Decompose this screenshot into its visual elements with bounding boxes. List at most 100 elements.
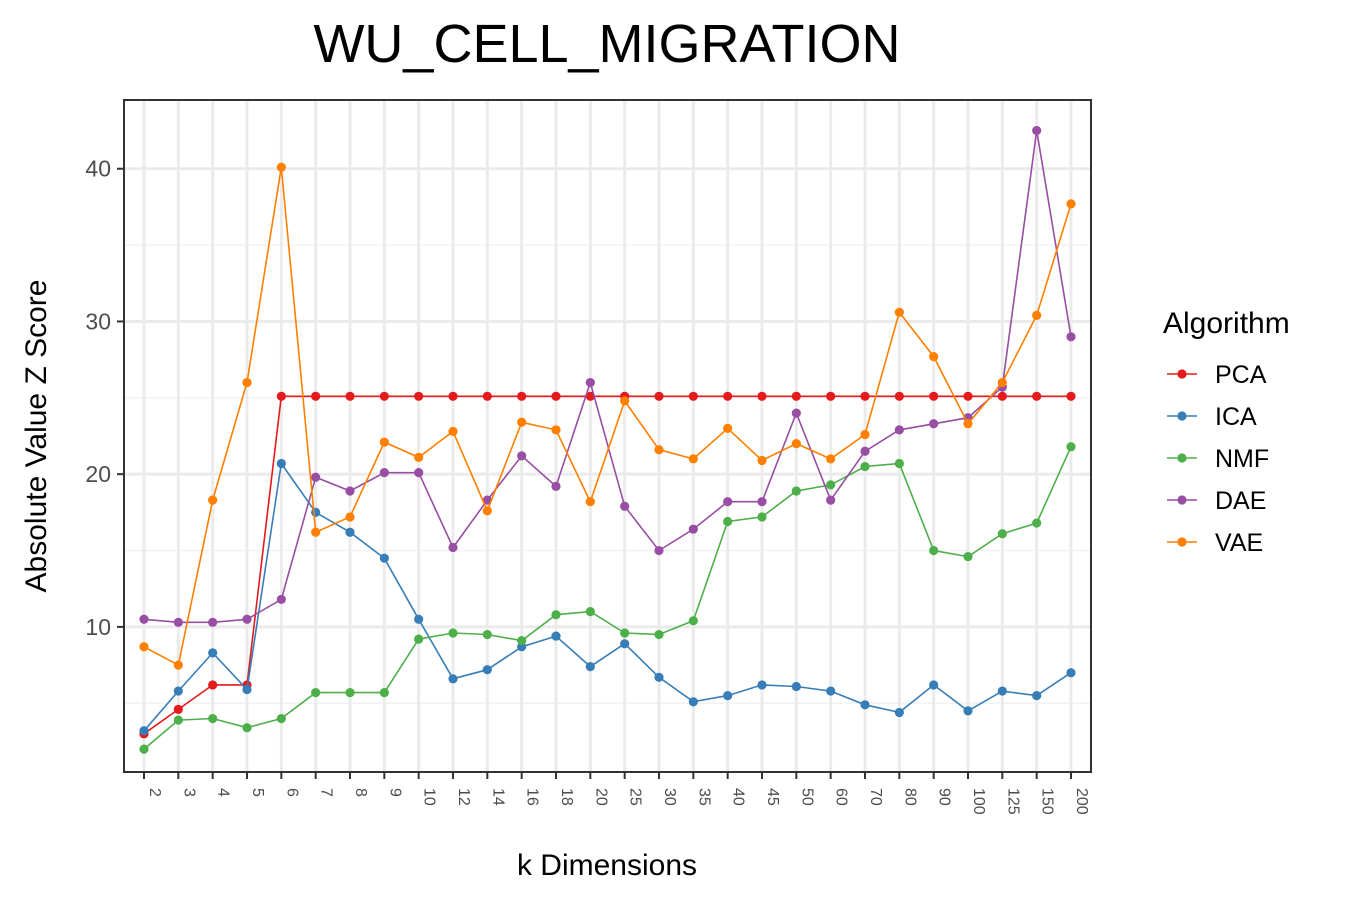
x-tick-label: 125 (1004, 788, 1021, 815)
data-point-vae (242, 377, 252, 388)
data-point-nmf (929, 545, 939, 556)
data-point-pca (791, 391, 801, 401)
data-point-vae (963, 419, 973, 429)
series-line-dae (143, 130, 1072, 624)
legend-item-ica: ICA (1167, 403, 1257, 431)
series-vae (139, 162, 1076, 670)
data-point-dae (757, 497, 767, 507)
series-line-nmf (143, 446, 1072, 750)
data-point-nmf (620, 628, 630, 638)
data-point-vae (929, 351, 939, 362)
data-point-vae (791, 439, 801, 449)
data-point-vae (448, 426, 458, 437)
data-point-ica (379, 553, 389, 563)
data-point-pca (1032, 391, 1042, 401)
data-point-vae (826, 454, 836, 464)
data-point-ica (757, 680, 767, 690)
panel-background (124, 100, 1091, 772)
x-tick-label: 10 (421, 788, 438, 806)
data-point-ica (208, 648, 218, 658)
data-point-dae (139, 614, 149, 624)
x-tick-label: 200 (1073, 788, 1090, 815)
x-tick-label: 16 (524, 788, 541, 806)
data-point-nmf (482, 629, 492, 640)
x-tick-label: 25 (627, 788, 644, 806)
data-point-nmf (757, 512, 767, 522)
data-point-nmf (1032, 518, 1042, 528)
series-dae (139, 125, 1076, 627)
x-tick-label: 2 (146, 788, 163, 797)
data-point-nmf (654, 629, 664, 640)
data-point-nmf (139, 744, 149, 754)
x-tick-label: 70 (867, 788, 884, 806)
data-point-pca (173, 704, 183, 714)
y-axis-title: Absolute Value Z Score (20, 280, 53, 593)
data-point-dae (345, 486, 355, 496)
x-tick-label: 100 (970, 788, 987, 815)
data-point-vae (345, 512, 355, 522)
series-layer (139, 125, 1076, 754)
legend-label: VAE (1215, 529, 1263, 557)
data-point-pca (997, 391, 1007, 401)
data-point-vae (997, 377, 1007, 388)
data-point-dae (1032, 125, 1042, 136)
data-point-dae (482, 495, 492, 505)
data-point-pca (1066, 391, 1076, 401)
x-axis-title: k Dimensions (517, 849, 697, 882)
data-point-dae (208, 617, 218, 627)
data-point-vae (139, 642, 149, 652)
data-point-dae (723, 497, 733, 507)
legend-marker (1177, 453, 1187, 463)
x-tick-label: 7 (318, 788, 335, 797)
data-point-vae (414, 452, 424, 462)
data-point-ica (242, 684, 252, 695)
data-point-nmf (860, 461, 870, 472)
x-tick-label: 35 (695, 788, 712, 806)
data-point-pca (345, 391, 355, 401)
y-tick-label: 10 (85, 614, 111, 640)
data-point-ica (620, 639, 630, 649)
data-point-dae (929, 419, 939, 429)
data-point-ica (1032, 691, 1042, 701)
x-tick-label: 20 (592, 788, 609, 806)
panel-border (123, 99, 1092, 773)
data-point-ica (654, 672, 664, 682)
data-point-nmf (791, 486, 801, 496)
legend-marker (1177, 411, 1187, 421)
data-point-nmf (379, 687, 389, 698)
data-point-dae (894, 425, 904, 435)
x-tick-label: 18 (558, 788, 575, 806)
data-point-ica (860, 700, 870, 710)
data-point-pca (276, 391, 286, 401)
data-point-pca (517, 391, 527, 401)
data-point-pca (723, 391, 733, 401)
series-nmf (139, 442, 1076, 754)
data-point-nmf (894, 458, 904, 469)
data-point-vae (276, 162, 286, 172)
legend: Algorithm PCA ICA NMF DAE VAE (1163, 307, 1290, 557)
chart-title: WU_CELL_MIGRATION (313, 14, 900, 74)
data-point-pca (311, 391, 321, 401)
x-tick-label: 150 (1039, 788, 1056, 815)
data-point-nmf (723, 516, 733, 527)
data-point-pca (894, 391, 904, 401)
data-point-pca (929, 391, 939, 401)
data-point-ica (448, 674, 458, 684)
data-point-pca (860, 391, 870, 401)
x-tick-label: 40 (730, 788, 747, 806)
data-point-ica (311, 507, 321, 517)
data-point-vae (654, 445, 664, 455)
data-point-nmf (551, 610, 561, 620)
legend-item-nmf: NMF (1167, 445, 1269, 473)
data-point-vae (1066, 199, 1076, 209)
data-point-vae (757, 455, 767, 466)
data-point-dae (414, 468, 424, 478)
y-tick-label: 30 (85, 308, 111, 334)
data-point-ica (482, 665, 492, 675)
x-tick-label: 5 (249, 788, 266, 797)
data-point-dae (826, 495, 836, 505)
legend-label: ICA (1215, 403, 1257, 431)
data-point-vae (688, 454, 698, 464)
x-tick-label: 60 (833, 788, 850, 806)
